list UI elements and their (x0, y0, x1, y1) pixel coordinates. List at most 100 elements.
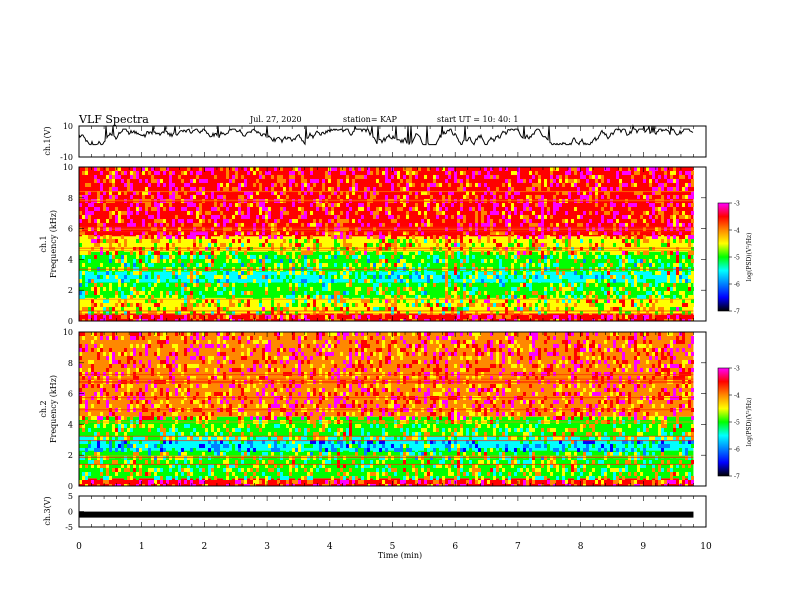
spectrogram-cell (481, 175, 484, 179)
spectrogram-cell (559, 287, 562, 291)
spectrogram-cell (142, 283, 145, 287)
spectrogram-cell (535, 243, 538, 247)
spectrogram-cell (484, 223, 487, 227)
spectrogram-cell (685, 235, 688, 239)
spectrogram-cell (649, 219, 652, 223)
spectrogram-cell (79, 175, 82, 179)
spectrogram-cell (316, 255, 319, 259)
spectrogram-cell (571, 319, 574, 321)
spectrogram-cell (241, 275, 244, 279)
spectrogram-cell (544, 275, 547, 279)
spectrogram-cell (496, 279, 499, 283)
spectrogram-cell (622, 211, 625, 215)
spectrogram-cell (193, 251, 196, 255)
spectrogram-cell (355, 255, 358, 259)
spectrogram-cell (322, 203, 325, 207)
spectrogram-cell (118, 279, 121, 283)
spectrogram-cell (409, 255, 412, 259)
spectrogram-cell (514, 271, 517, 275)
spectrogram-cell (451, 303, 454, 307)
spectrogram-cell (451, 167, 454, 171)
spectrogram-cell (511, 211, 514, 215)
spectrogram-cell (556, 191, 559, 195)
spectrogram-cell (469, 275, 472, 279)
spectrogram-cell (298, 223, 301, 227)
spectrogram-cell (514, 171, 517, 175)
spectrogram-cell (559, 203, 562, 207)
spectrogram-cell (124, 179, 127, 183)
spectrogram-cell (583, 263, 586, 267)
spectrogram-cell (157, 219, 160, 223)
spectrogram-cell (301, 223, 304, 227)
spectrogram-cell (160, 175, 163, 179)
spectrogram-cell (304, 319, 307, 321)
spectrogram-cell (346, 191, 349, 195)
spectrogram-cell (226, 319, 229, 321)
spectrogram-cell (607, 311, 610, 315)
spectrogram-cell (589, 231, 592, 235)
spectrogram-cell (412, 219, 415, 223)
spectrogram-cell (103, 223, 106, 227)
spectrogram-cell (628, 207, 631, 211)
spectrogram-cell (118, 247, 121, 251)
spectrogram-cell (667, 279, 670, 283)
spectrogram-cell (256, 231, 259, 235)
spectrogram-cell (454, 179, 457, 183)
spectrogram-cell (115, 171, 118, 175)
spectrogram-cell (667, 315, 670, 319)
spectrogram-line (79, 199, 694, 201)
spectrogram-cell (88, 183, 91, 187)
spectrogram-cell (91, 464, 94, 468)
spectrogram-cell (265, 207, 268, 211)
spectrogram-cell (142, 404, 145, 408)
spectrogram-cell (508, 275, 511, 279)
spectrogram-cell (82, 436, 85, 440)
spectrogram-cell (334, 303, 337, 307)
spectrogram-cell (112, 384, 115, 388)
spectrogram-cell (436, 211, 439, 215)
spectrogram-cell (196, 263, 199, 267)
spectrogram-cell (334, 311, 337, 315)
spectrogram-cell (508, 315, 511, 319)
spectrogram-cell (253, 255, 256, 259)
spectrogram-cell (124, 428, 127, 432)
spectrogram-cell (478, 199, 481, 203)
spectrogram-cell (328, 291, 331, 295)
spectrogram-cell (295, 211, 298, 215)
spectrogram-cell (517, 251, 520, 255)
spectrogram-cell (484, 195, 487, 199)
spectrogram-cell (676, 195, 679, 199)
spectrogram-cell (136, 211, 139, 215)
spectrogram-cell (277, 275, 280, 279)
spectrogram-cell (505, 255, 508, 259)
spectrogram-cell (160, 167, 163, 171)
spectrogram-cell (577, 251, 580, 255)
spectrogram-cell (532, 231, 535, 235)
spectrogram-cell (337, 291, 340, 295)
spectrogram-cell (643, 207, 646, 211)
spectrogram-cell (289, 231, 292, 235)
spectrogram-cell (235, 259, 238, 263)
spectrogram-cell (319, 279, 322, 283)
spectrogram-cell (526, 223, 529, 227)
spectrogram-cell (451, 175, 454, 179)
spectrogram-cell (643, 259, 646, 263)
spectrogram-cell (592, 175, 595, 179)
spectrogram-cell (190, 311, 193, 315)
spectrogram-cell (373, 279, 376, 283)
spectrogram-cell (127, 368, 130, 372)
spectrogram-cell (220, 195, 223, 199)
spectrogram-cell (331, 247, 334, 251)
spectrogram-cell (304, 303, 307, 307)
spectrogram-cell (691, 171, 694, 175)
spectrogram-cell (619, 319, 622, 321)
spectrogram-cell (325, 211, 328, 215)
spectrogram-cell (115, 360, 118, 364)
spectrogram-cell (544, 287, 547, 291)
spectrogram-cell (160, 235, 163, 239)
spectrogram-cell (127, 352, 130, 356)
spectrogram-cell (451, 239, 454, 243)
spectrogram-cell (118, 424, 121, 428)
spectrogram-cell (334, 263, 337, 267)
spectrogram-cell (244, 291, 247, 295)
